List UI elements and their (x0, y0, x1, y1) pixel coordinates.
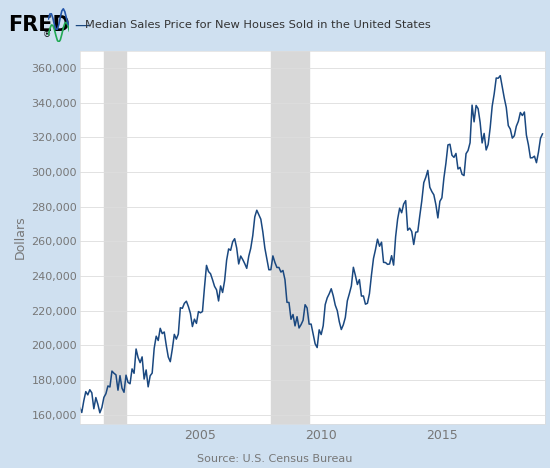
Y-axis label: Dollars: Dollars (14, 215, 27, 259)
Text: Source: U.S. Census Bureau: Source: U.S. Census Bureau (197, 454, 353, 464)
Text: —: — (74, 18, 90, 33)
Bar (271, 51, 309, 424)
Text: Median Sales Price for New Houses Sold in the United States: Median Sales Price for New Houses Sold i… (85, 20, 431, 30)
Bar (104, 51, 126, 424)
Text: ®: ® (43, 30, 51, 39)
Text: FRED: FRED (8, 15, 70, 35)
